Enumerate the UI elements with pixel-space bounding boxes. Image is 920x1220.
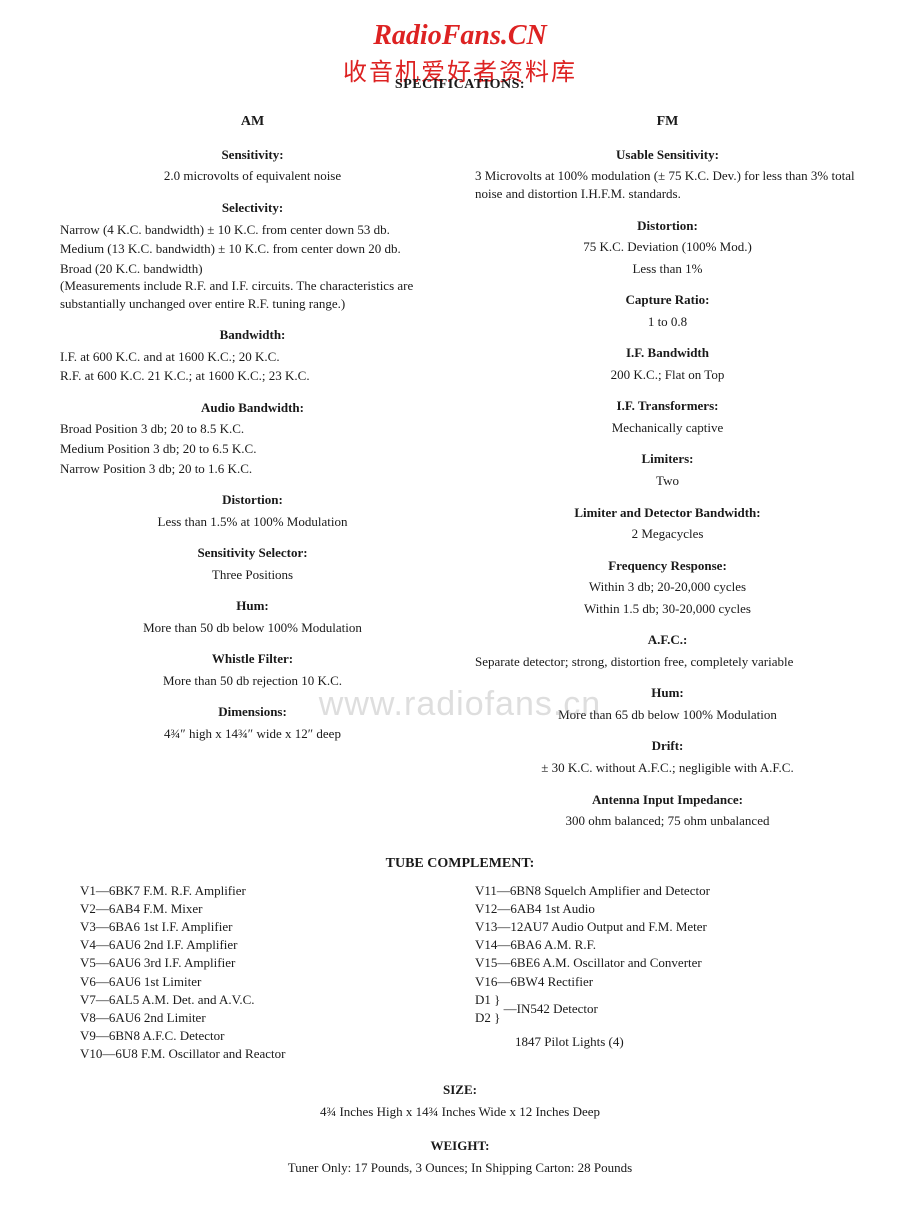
am-heading: AM xyxy=(60,113,445,132)
fm-distortion-l2: Less than 1% xyxy=(475,260,860,278)
am-sel-medium: Medium (13 K.C. bandwidth) ± 10 K.C. fro… xyxy=(60,240,445,258)
tube-pilot: 1847 Pilot Lights (4) xyxy=(475,1033,840,1051)
fm-ifbw-value: 200 K.C.; Flat on Top xyxy=(475,366,860,384)
watermark-line1: RadioFans.CN xyxy=(60,20,860,52)
tube-v15: V15—6BE6 A.M. Oscillator and Converter xyxy=(475,954,840,972)
fm-afc-label: A.F.C.: xyxy=(475,631,860,649)
fm-drift-value: ± 30 K.C. without A.F.C.; negligible wit… xyxy=(475,759,860,777)
am-abw-l3: Narrow Position 3 db; 20 to 1.6 K.C. xyxy=(60,460,445,478)
fm-drift-label: Drift: xyxy=(475,737,860,755)
am-sensitivity-value: 2.0 microvolts of equivalent noise xyxy=(60,167,445,185)
tube-d2: D2 } xyxy=(475,1010,500,1025)
fm-usens-value: 3 Microvolts at 100% modulation (± 75 K.… xyxy=(475,167,860,202)
am-abw-l1: Broad Position 3 db; 20 to 8.5 K.C. xyxy=(60,420,445,438)
am-whistle-label: Whistle Filter: xyxy=(60,650,445,668)
tube-v1: V1—6BK7 F.M. R.F. Amplifier xyxy=(80,882,445,900)
tube-col-left: V1—6BK7 F.M. R.F. Amplifier V2—6AB4 F.M.… xyxy=(80,882,445,1064)
fm-iftrans-value: Mechanically captive xyxy=(475,419,860,437)
fm-limiters-label: Limiters: xyxy=(475,450,860,468)
tube-v12: V12—6AB4 1st Audio xyxy=(475,900,840,918)
am-audiobw-body: Broad Position 3 db; 20 to 8.5 K.C. Medi… xyxy=(60,420,445,477)
am-distortion-label: Distortion: xyxy=(60,491,445,509)
fm-hum-label: Hum: xyxy=(475,684,860,702)
fm-usens-label: Usable Sensitivity: xyxy=(475,146,860,164)
tube-v16: V16—6BW4 Rectifier xyxy=(475,973,840,991)
tube-v5: V5—6AU6 3rd I.F. Amplifier xyxy=(80,954,445,972)
fm-capture-label: Capture Ratio: xyxy=(475,291,860,309)
tube-diode: D1 } D2 } —IN542 Detector xyxy=(475,991,840,1027)
fm-afc-value: Separate detector; strong, distortion fr… xyxy=(475,653,860,671)
weight-value: Tuner Only: 17 Pounds, 3 Ounces; In Ship… xyxy=(60,1160,860,1176)
spec-columns: AM Sensitivity: 2.0 microvolts of equiva… xyxy=(60,113,860,834)
page-title: SPECIFICATIONS: xyxy=(60,77,860,93)
fm-iftrans-label: I.F. Transformers: xyxy=(475,397,860,415)
am-sel-narrow: Narrow (4 K.C. bandwidth) ± 10 K.C. from… xyxy=(60,221,445,239)
fm-distortion-l1: 75 K.C. Deviation (100% Mod.) xyxy=(475,238,860,256)
am-distortion-value: Less than 1.5% at 100% Modulation xyxy=(60,513,445,531)
am-sensselector-value: Three Positions xyxy=(60,566,445,584)
weight-label: WEIGHT: xyxy=(60,1138,860,1154)
tube-title: TUBE COMPLEMENT: xyxy=(60,856,860,872)
am-abw-l2: Medium Position 3 db; 20 to 6.5 K.C. xyxy=(60,440,445,458)
fm-heading: FM xyxy=(475,113,860,132)
am-sel-broad: Broad (20 K.C. bandwidth) (Measurements … xyxy=(60,260,445,313)
tube-v6: V6—6AU6 1st Limiter xyxy=(80,973,445,991)
am-dimensions-label: Dimensions: xyxy=(60,703,445,721)
tube-complement: V1—6BK7 F.M. R.F. Amplifier V2—6AB4 F.M.… xyxy=(60,882,860,1064)
am-dimensions-value: 4¾″ high x 14¾″ wide x 12″ deep xyxy=(60,725,445,743)
am-hum-value: More than 50 db below 100% Modulation xyxy=(60,619,445,637)
am-column: AM Sensitivity: 2.0 microvolts of equiva… xyxy=(60,113,445,834)
fm-limdetbw-label: Limiter and Detector Bandwidth: xyxy=(475,504,860,522)
fm-distortion-label: Distortion: xyxy=(475,217,860,235)
am-bw-l2: R.F. at 600 K.C. 21 K.C.; at 1600 K.C.; … xyxy=(60,367,445,385)
tube-v9: V9—6BN8 A.F.C. Detector xyxy=(80,1027,445,1045)
fm-column: FM Usable Sensitivity: 3 Microvolts at 1… xyxy=(475,113,860,834)
am-hum-label: Hum: xyxy=(60,597,445,615)
tube-v11: V11—6BN8 Squelch Amplifier and Detector xyxy=(475,882,840,900)
tube-v4: V4—6AU6 2nd I.F. Amplifier xyxy=(80,936,445,954)
tube-v13: V13—12AU7 Audio Output and F.M. Meter xyxy=(475,918,840,936)
tube-v10: V10—6U8 F.M. Oscillator and Reactor xyxy=(80,1045,445,1063)
size-value: 4¾ Inches High x 14¾ Inches Wide x 12 In… xyxy=(60,1104,860,1120)
fm-freqresp-l2: Within 1.5 db; 30-20,000 cycles xyxy=(475,600,860,618)
am-audiobw-label: Audio Bandwidth: xyxy=(60,399,445,417)
tube-v7: V7—6AL5 A.M. Det. and A.V.C. xyxy=(80,991,445,1009)
fm-freqresp-l1: Within 3 db; 20-20,000 cycles xyxy=(475,578,860,596)
tube-diode-val: —IN542 Detector xyxy=(504,1001,598,1016)
tube-d1: D1 } xyxy=(475,992,500,1007)
tube-v3: V3—6BA6 1st I.F. Amplifier xyxy=(80,918,445,936)
am-sensselector-label: Sensitivity Selector: xyxy=(60,544,445,562)
fm-antenna-value: 300 ohm balanced; 75 ohm unbalanced xyxy=(475,812,860,830)
fm-limdetbw-value: 2 Megacycles xyxy=(475,525,860,543)
fm-limiters-value: Two xyxy=(475,472,860,490)
fm-ifbw-label: I.F. Bandwidth xyxy=(475,344,860,362)
am-whistle-value: More than 50 db rejection 10 K.C. xyxy=(60,672,445,690)
tube-v2: V2—6AB4 F.M. Mixer xyxy=(80,900,445,918)
am-bandwidth-label: Bandwidth: xyxy=(60,326,445,344)
tube-v8: V8—6AU6 2nd Limiter xyxy=(80,1009,445,1027)
fm-antenna-label: Antenna Input Impedance: xyxy=(475,791,860,809)
fm-hum-value: More than 65 db below 100% Modulation xyxy=(475,706,860,724)
am-bw-l1: I.F. at 600 K.C. and at 1600 K.C.; 20 K.… xyxy=(60,348,445,366)
am-sensitivity-label: Sensitivity: xyxy=(60,146,445,164)
am-selectivity-label: Selectivity: xyxy=(60,199,445,217)
am-bandwidth-body: I.F. at 600 K.C. and at 1600 K.C.; 20 K.… xyxy=(60,348,445,385)
fm-capture-value: 1 to 0.8 xyxy=(475,313,860,331)
am-selectivity-body: Narrow (4 K.C. bandwidth) ± 10 K.C. from… xyxy=(60,221,445,313)
fm-freqresp-label: Frequency Response: xyxy=(475,557,860,575)
tube-col-right: V11—6BN8 Squelch Amplifier and Detector … xyxy=(475,882,840,1064)
size-label: SIZE: xyxy=(60,1082,860,1098)
tube-v14: V14—6BA6 A.M. R.F. xyxy=(475,936,840,954)
page: RadioFans.CN 收音机爱好者资料库 SPECIFICATIONS: A… xyxy=(0,0,920,1216)
